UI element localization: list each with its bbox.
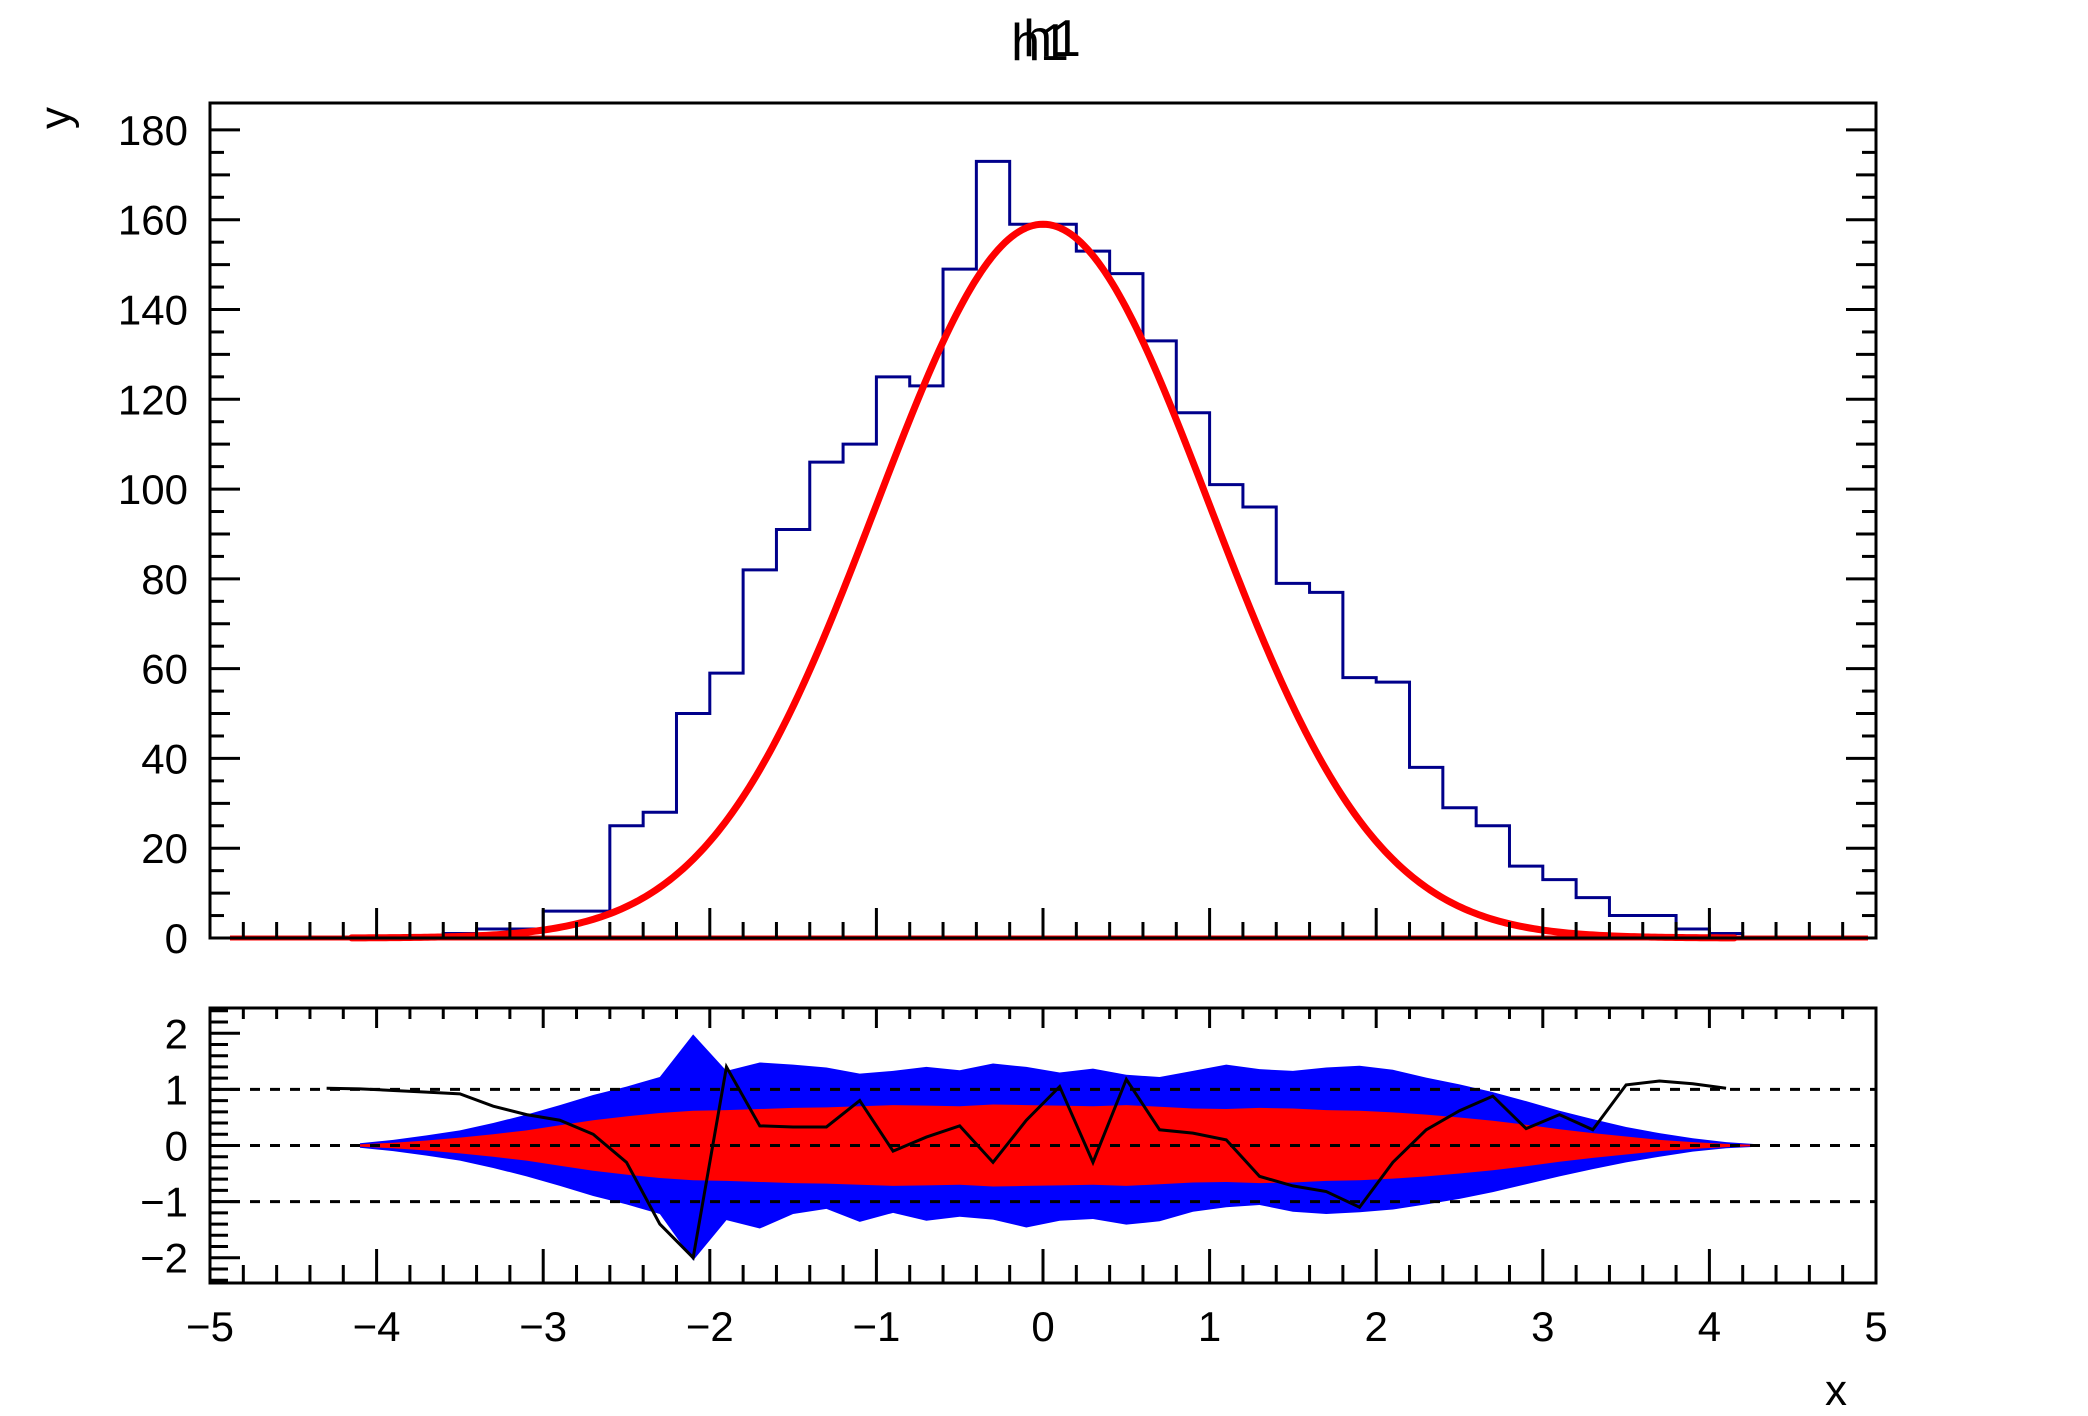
- ratio-y-tick-label: 2: [165, 1010, 188, 1057]
- plot-title: h1: [1023, 10, 1081, 68]
- x-tick-label: 4: [1698, 1303, 1721, 1350]
- x-axis-title: x: [1825, 1366, 1847, 1415]
- pull-polyline: [326, 1062, 1727, 1261]
- residual-panel: −2 −1 0 1 2 −5 −4 −3 −2 −1 0 1 2 3 4 5 x: [140, 1006, 1888, 1415]
- x-tick-label: 1: [1198, 1303, 1221, 1350]
- y-tick-label: 40: [141, 735, 188, 782]
- ratio-y-tick-label: −1: [140, 1179, 188, 1226]
- y-tick-label: 80: [141, 556, 188, 603]
- plot-title-overlay: h1: [1011, 14, 1069, 72]
- x-tick-label: 3: [1531, 1303, 1554, 1350]
- x-axis-tick-labels: −5 −4 −3 −2 −1 0 1 2 3 4 5: [186, 1303, 1888, 1350]
- x-tick-label: −3: [519, 1303, 567, 1350]
- x-tick-label: 2: [1365, 1303, 1388, 1350]
- upper-panel-axes: [208, 101, 1878, 940]
- lower-panel-axes: [208, 1006, 1878, 1285]
- ratio-y-tick-label: −2: [140, 1235, 188, 1282]
- pull-line: [326, 1062, 1727, 1261]
- x-tick-label: −5: [186, 1303, 234, 1350]
- ratio-y-tick-label: 0: [165, 1123, 188, 1170]
- residual-gridlines: [210, 1087, 1876, 1204]
- ratio-y-tick-label: 1: [165, 1066, 188, 1113]
- lower-panel-tick-labels: −2 −1 0 1 2: [140, 1010, 188, 1281]
- y-tick-label: 120: [118, 376, 188, 423]
- gaussian-fit-curve: [348, 220, 1738, 942]
- x-tick-label: 5: [1864, 1303, 1887, 1350]
- y-tick-label: 100: [118, 466, 188, 513]
- y-tick-label: 60: [141, 646, 188, 693]
- histogram-series: [210, 159, 1876, 940]
- x-tick-label: −4: [353, 1303, 401, 1350]
- upper-panel: 0 20 40 60 80 100 120 140 160 180 y: [31, 101, 1878, 962]
- x-tick-label: −2: [686, 1303, 734, 1350]
- x-tick-label: −1: [852, 1303, 900, 1350]
- y-tick-label: 180: [118, 107, 188, 154]
- y-tick-label: 140: [118, 287, 188, 334]
- y-tick-label: 160: [118, 197, 188, 244]
- histogram-outline: [210, 159, 1876, 940]
- y-tick-label: 0: [165, 915, 188, 962]
- upper-panel-tick-labels: 0 20 40 60 80 100 120 140 160 180: [118, 107, 188, 962]
- y-axis-title: y: [31, 107, 80, 129]
- x-tick-label: 0: [1031, 1303, 1054, 1350]
- y-tick-label: 20: [141, 825, 188, 872]
